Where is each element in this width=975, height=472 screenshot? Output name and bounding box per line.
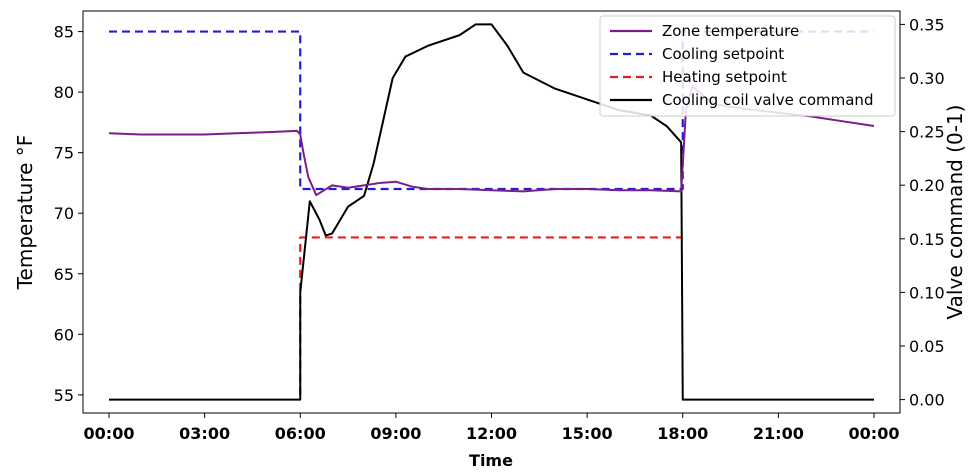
x-tick-label: 00:00 <box>849 424 900 443</box>
x-axis: 00:00 03:00 06:00 09:00 12:00 15:00 18:00 21:00… <box>84 413 900 443</box>
x-tick-label: 00:00 <box>84 424 135 443</box>
left-axis: 55 60 65 70 75 80 85 <box>54 23 83 405</box>
right-tick-label: 0.20 <box>909 176 945 195</box>
right-tick-label: 0.00 <box>909 391 945 410</box>
right-tick-label: 0.15 <box>909 230 945 249</box>
left-tick-label: 60 <box>54 325 74 344</box>
right-axis: 0.00 0.05 0.10 0.15 0.20 0.25 0.30 0.35 <box>900 15 945 410</box>
left-tick-label: 55 <box>54 386 74 405</box>
x-tick-label: 12:00 <box>466 424 517 443</box>
x-tick-label: 18:00 <box>657 424 708 443</box>
legend-entry: Cooling setpoint <box>662 45 784 63</box>
x-tick-label: 15:00 <box>562 424 613 443</box>
right-tick-label: 0.35 <box>909 15 945 34</box>
legend-entry: Zone temperature <box>662 22 799 40</box>
left-tick-label: 85 <box>54 23 74 42</box>
left-tick-label: 75 <box>54 144 74 163</box>
left-tick-label: 80 <box>54 83 74 102</box>
legend-entry: Heating setpoint <box>662 68 787 86</box>
y-axis-label-right: Valve command (0-1) <box>943 105 967 320</box>
left-tick-label: 65 <box>54 265 74 284</box>
right-tick-label: 0.30 <box>909 69 945 88</box>
right-tick-label: 0.25 <box>909 123 945 142</box>
left-tick-label: 70 <box>54 204 74 223</box>
x-tick-label: 06:00 <box>275 424 326 443</box>
series-line-cooling-setpoint <box>109 30 874 191</box>
legend-entry: Cooling coil valve command <box>662 91 873 109</box>
x-tick-label: 09:00 <box>370 424 421 443</box>
legend: Zone temperature Cooling setpoint Heating … <box>599 15 896 117</box>
right-tick-label: 0.10 <box>909 283 945 302</box>
y-axis-label-left: Temperature °F <box>13 135 37 291</box>
x-tick-label: 03:00 <box>179 424 230 443</box>
x-axis-label: Time <box>469 451 513 470</box>
right-tick-label: 0.05 <box>909 337 945 356</box>
x-tick-label: 21:00 <box>753 424 804 443</box>
legend-box <box>599 15 896 117</box>
